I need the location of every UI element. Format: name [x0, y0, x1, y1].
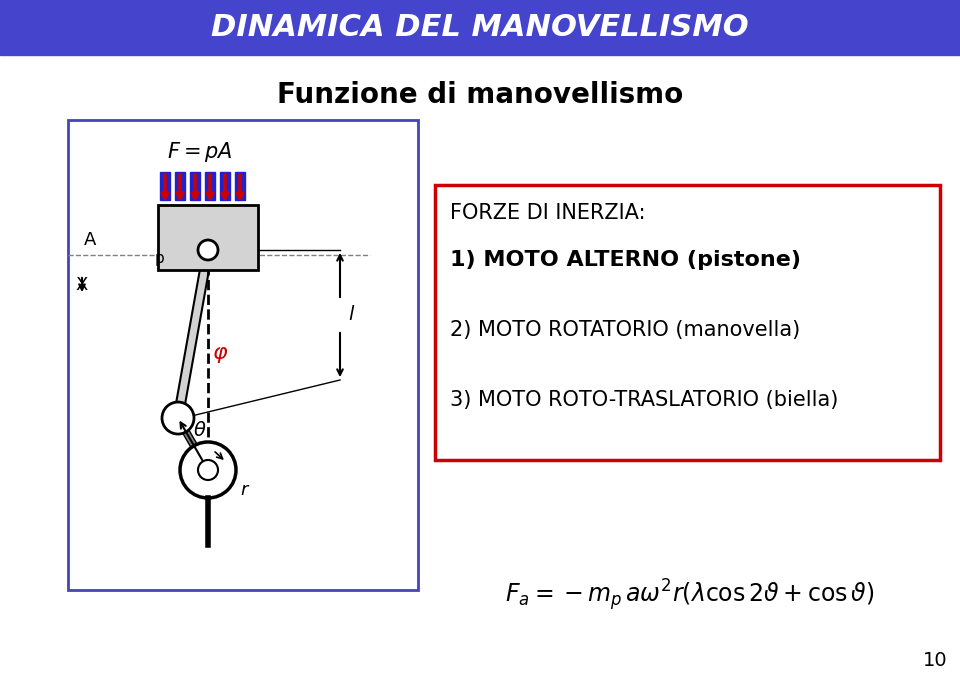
Bar [190, 172, 200, 200]
Text: p: p [156, 251, 165, 266]
Text: $\varphi$: $\varphi$ [212, 345, 228, 365]
Text: $F_a = -m_p\,a\omega^2 r(\lambda\cos 2\vartheta + \cos\vartheta)$: $F_a = -m_p\,a\omega^2 r(\lambda\cos 2\v… [505, 577, 875, 613]
Bar [158, 205, 258, 270]
Bar [435, 185, 940, 460]
Text: $\theta$: $\theta$ [193, 420, 206, 439]
Bar [235, 172, 245, 200]
Text: FORZE DI INERZIA:: FORZE DI INERZIA: [450, 203, 645, 223]
Text: $l$: $l$ [348, 306, 355, 325]
Text: 10: 10 [923, 650, 948, 669]
Text: DINAMICA DEL MANOVELLISMO: DINAMICA DEL MANOVELLISMO [211, 13, 749, 42]
Text: 3) MOTO ROTO-TRASLATORIO (biella): 3) MOTO ROTO-TRASLATORIO (biella) [450, 390, 838, 410]
Text: 1) MOTO ALTERNO (pistone): 1) MOTO ALTERNO (pistone) [450, 250, 801, 270]
Bar [220, 172, 230, 200]
Bar [0, 0, 960, 55]
Circle shape [198, 240, 218, 260]
Circle shape [180, 442, 236, 498]
Bar [160, 172, 170, 200]
Text: 2) MOTO ROTATORIO (manovella): 2) MOTO ROTATORIO (manovella) [450, 320, 801, 340]
Text: Funzione di manovellismo: Funzione di manovellismo [276, 81, 684, 109]
Text: A: A [84, 231, 96, 249]
Bar [68, 120, 418, 590]
Text: $r$: $r$ [240, 481, 251, 499]
Bar [205, 172, 215, 200]
Text: $F = pA$: $F = pA$ [167, 140, 233, 164]
Bar [175, 172, 185, 200]
Circle shape [162, 402, 194, 434]
Circle shape [198, 460, 218, 480]
Text: X: X [76, 276, 88, 294]
